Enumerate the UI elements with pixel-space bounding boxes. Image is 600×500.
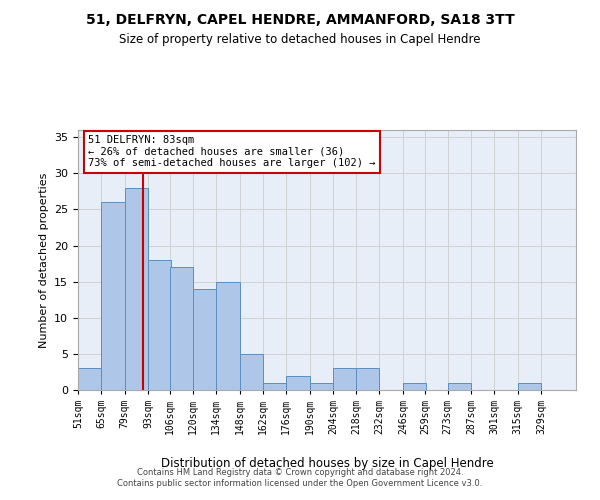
Bar <box>239 354 263 390</box>
Y-axis label: Number of detached properties: Number of detached properties <box>38 172 49 348</box>
Bar <box>286 376 310 390</box>
Bar <box>263 383 286 390</box>
Text: 51, DELFRYN, CAPEL HENDRE, AMMANFORD, SA18 3TT: 51, DELFRYN, CAPEL HENDRE, AMMANFORD, SA… <box>86 12 514 26</box>
Text: 51 DELFRYN: 83sqm
← 26% of detached houses are smaller (36)
73% of semi-detached: 51 DELFRYN: 83sqm ← 26% of detached hous… <box>88 135 376 168</box>
Bar <box>78 368 101 390</box>
Bar <box>448 383 471 390</box>
Text: Size of property relative to detached houses in Capel Hendre: Size of property relative to detached ho… <box>119 32 481 46</box>
Bar <box>148 260 171 390</box>
Bar <box>310 383 333 390</box>
Bar <box>403 383 425 390</box>
Bar <box>193 289 216 390</box>
Bar <box>170 267 193 390</box>
Bar <box>356 368 379 390</box>
Bar <box>333 368 356 390</box>
Bar <box>101 202 125 390</box>
Text: Distribution of detached houses by size in Capel Hendre: Distribution of detached houses by size … <box>161 458 493 470</box>
Bar <box>518 383 541 390</box>
Bar <box>125 188 148 390</box>
Text: Contains HM Land Registry data © Crown copyright and database right 2024.
Contai: Contains HM Land Registry data © Crown c… <box>118 468 482 487</box>
Bar <box>216 282 239 390</box>
